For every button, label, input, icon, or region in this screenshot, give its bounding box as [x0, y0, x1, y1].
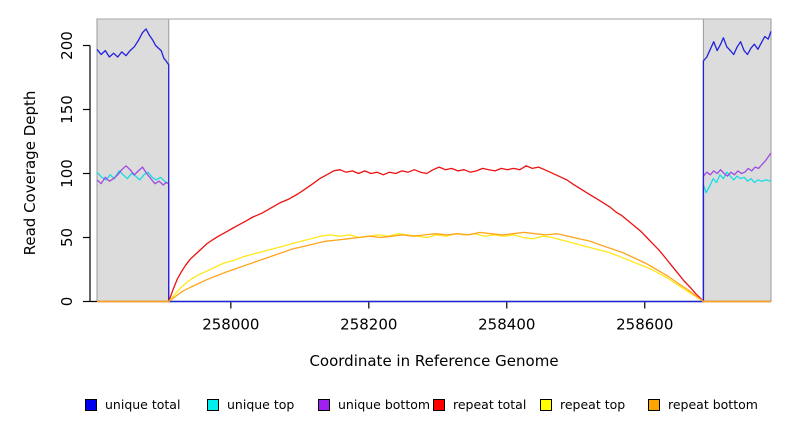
y-tick-label: 150	[58, 95, 76, 124]
series-repeat-top	[97, 233, 771, 303]
y-tick-label: 50	[58, 228, 76, 247]
x-axis-title: Coordinate in Reference Genome	[309, 352, 559, 370]
y-axis-title: Read Coverage Depth	[21, 90, 39, 256]
data-series	[96, 28, 772, 303]
series-repeat-bottom	[97, 231, 771, 303]
x-tick-label: 258000	[202, 316, 259, 334]
x-tick-label: 258200	[340, 316, 397, 334]
x-tick-label: 258600	[616, 316, 673, 334]
y-tick-label: 200	[58, 31, 76, 60]
series-unique-total	[96, 28, 772, 303]
y-tick-label: 0	[58, 297, 76, 307]
y-tick-label: 100	[58, 159, 76, 188]
series-repeat-total	[97, 165, 771, 303]
unique-region-shade	[702, 18, 772, 302]
shaded-regions	[96, 18, 772, 302]
x-tick-label: 258400	[478, 316, 535, 334]
unique-region-shade	[96, 18, 170, 302]
